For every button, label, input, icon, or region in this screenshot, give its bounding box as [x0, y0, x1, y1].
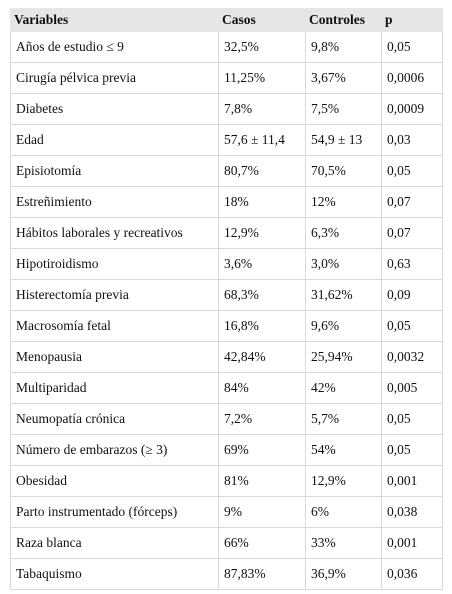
table-cell: 0,05 [381, 31, 443, 63]
table-cell: 6,3% [305, 217, 382, 249]
header-cell: Controles [305, 8, 382, 32]
table-cell: 9% [218, 496, 306, 528]
table-cell: 0,0006 [381, 62, 443, 94]
table-cell: Menopausia [10, 341, 219, 373]
table-cell: 87,83% [218, 558, 306, 590]
table-cell: Histerectomía previa [10, 279, 219, 311]
header-cell: p [381, 8, 443, 32]
table-cell: 0,0009 [381, 93, 443, 125]
table-cell: 68,3% [218, 279, 306, 311]
table-cell: 0,005 [381, 372, 443, 404]
table-cell: 0,036 [381, 558, 443, 590]
table-cell: Años de estudio ≤ 9 [10, 31, 219, 63]
table-row: Neumopatía crónica 7,2% 5,7% 0,05 [10, 403, 443, 435]
table-cell: 9,8% [305, 31, 382, 63]
table-cell: 0,05 [381, 310, 443, 342]
table-row: Raza blanca 66% 33% 0,001 [10, 527, 443, 559]
table-cell: 54% [305, 434, 382, 466]
table-row: Tabaquismo 87,83% 36,9% 0,036 [10, 558, 443, 590]
table-cell: 3,67% [305, 62, 382, 94]
table-row: Estreñimiento 18% 12% 0,07 [10, 186, 443, 218]
table-cell: Edad [10, 124, 219, 156]
table-cell: 31,62% [305, 279, 382, 311]
table-cell: 32,5% [218, 31, 306, 63]
table-cell: 70,5% [305, 155, 382, 187]
table-cell: 0,05 [381, 403, 443, 435]
table-cell: 81% [218, 465, 306, 497]
table-row: Número de embarazos (≥ 3) 69% 54% 0,05 [10, 434, 443, 466]
table-row: Obesidad 81% 12,9% 0,001 [10, 465, 443, 497]
table-cell: 33% [305, 527, 382, 559]
table-cell: 25,94% [305, 341, 382, 373]
table-cell: Cirugía pélvica previa [10, 62, 219, 94]
table-cell: 57,6 ± 11,4 [218, 124, 306, 156]
table-cell: 69% [218, 434, 306, 466]
table-row: Episiotomía 80,7% 70,5% 0,05 [10, 155, 443, 187]
table-row: Parto instrumentado (fórceps) 9% 6% 0,038 [10, 496, 443, 528]
table-cell: 9,6% [305, 310, 382, 342]
table-cell: 0,038 [381, 496, 443, 528]
table-cell: 7,8% [218, 93, 306, 125]
table-cell: 18% [218, 186, 306, 218]
table-cell: Tabaquismo [10, 558, 219, 590]
header-cell: Casos [218, 8, 306, 32]
table-cell: 0,09 [381, 279, 443, 311]
table-row: Edad 57,6 ± 11,4 54,9 ± 13 0,03 [10, 124, 443, 156]
table-row: Multiparidad 84% 42% 0,005 [10, 372, 443, 404]
table-cell: 0,63 [381, 248, 443, 280]
table-cell: 80,7% [218, 155, 306, 187]
table-cell: Hipotiroidismo [10, 248, 219, 280]
table-row: Años de estudio ≤ 9 32,5% 9,8% 0,05 [10, 31, 443, 63]
table-cell: 0,0032 [381, 341, 443, 373]
table-cell: 3,0% [305, 248, 382, 280]
table-row: Cirugía pélvica previa 11,25% 3,67% 0,0006 [10, 62, 443, 94]
table-row: Hipotiroidismo 3,6% 3,0% 0,63 [10, 248, 443, 280]
table-row: Histerectomía previa 68,3% 31,62% 0,09 [10, 279, 443, 311]
table-cell: 0,07 [381, 186, 443, 218]
table-cell: Neumopatía crónica [10, 403, 219, 435]
table-row: Diabetes 7,8% 7,5% 0,0009 [10, 93, 443, 125]
table-cell: 6% [305, 496, 382, 528]
table-container: Variables Casos Controles p Años de estudio… [10, 8, 443, 590]
table-cell: 66% [218, 527, 306, 559]
table-row: Macrosomía fetal 16,8% 9,6% 0,05 [10, 310, 443, 342]
table-cell: Estreñimiento [10, 186, 219, 218]
table-cell: 12% [305, 186, 382, 218]
table-cell: Diabetes [10, 93, 219, 125]
table-cell: Raza blanca [10, 527, 219, 559]
table-cell: 7,2% [218, 403, 306, 435]
table-cell: 0,07 [381, 217, 443, 249]
table-cell: Multiparidad [10, 372, 219, 404]
table-cell: Macrosomía fetal [10, 310, 219, 342]
table-cell: Obesidad [10, 465, 219, 497]
table-cell: 0,001 [381, 465, 443, 497]
table-cell: 0,03 [381, 124, 443, 156]
table-cell: Parto instrumentado (fórceps) [10, 496, 219, 528]
table-cell: 42% [305, 372, 382, 404]
table-cell: 11,25% [218, 62, 306, 94]
table-cell: Episiotomía [10, 155, 219, 187]
table-cell: 12,9% [305, 465, 382, 497]
table-cell: 12,9% [218, 217, 306, 249]
data-table: Variables Casos Controles p Años de estudio… [10, 8, 443, 590]
table-cell: 0,05 [381, 155, 443, 187]
header-cell: Variables [10, 8, 219, 32]
table-cell: 5,7% [305, 403, 382, 435]
table-cell: 54,9 ± 13 [305, 124, 382, 156]
table-row: Menopausia 42,84% 25,94% 0,0032 [10, 341, 443, 373]
table-cell: 84% [218, 372, 306, 404]
table-cell: 7,5% [305, 93, 382, 125]
table-cell: 0,05 [381, 434, 443, 466]
table-cell: 0,001 [381, 527, 443, 559]
table-cell: 36,9% [305, 558, 382, 590]
table-cell: 3,6% [218, 248, 306, 280]
table-cell: 42,84% [218, 341, 306, 373]
table-body: Años de estudio ≤ 9 32,5% 9,8% 0,05 Cirugía … [10, 31, 443, 590]
table-row: Hábitos laborales y recreativos 12,9% 6,3%… [10, 217, 443, 249]
header-row: Variables Casos Controles p [10, 8, 443, 32]
table-cell: Número de embarazos (≥ 3) [10, 434, 219, 466]
table-cell: Hábitos laborales y recreativos [10, 217, 219, 249]
table-cell: 16,8% [218, 310, 306, 342]
